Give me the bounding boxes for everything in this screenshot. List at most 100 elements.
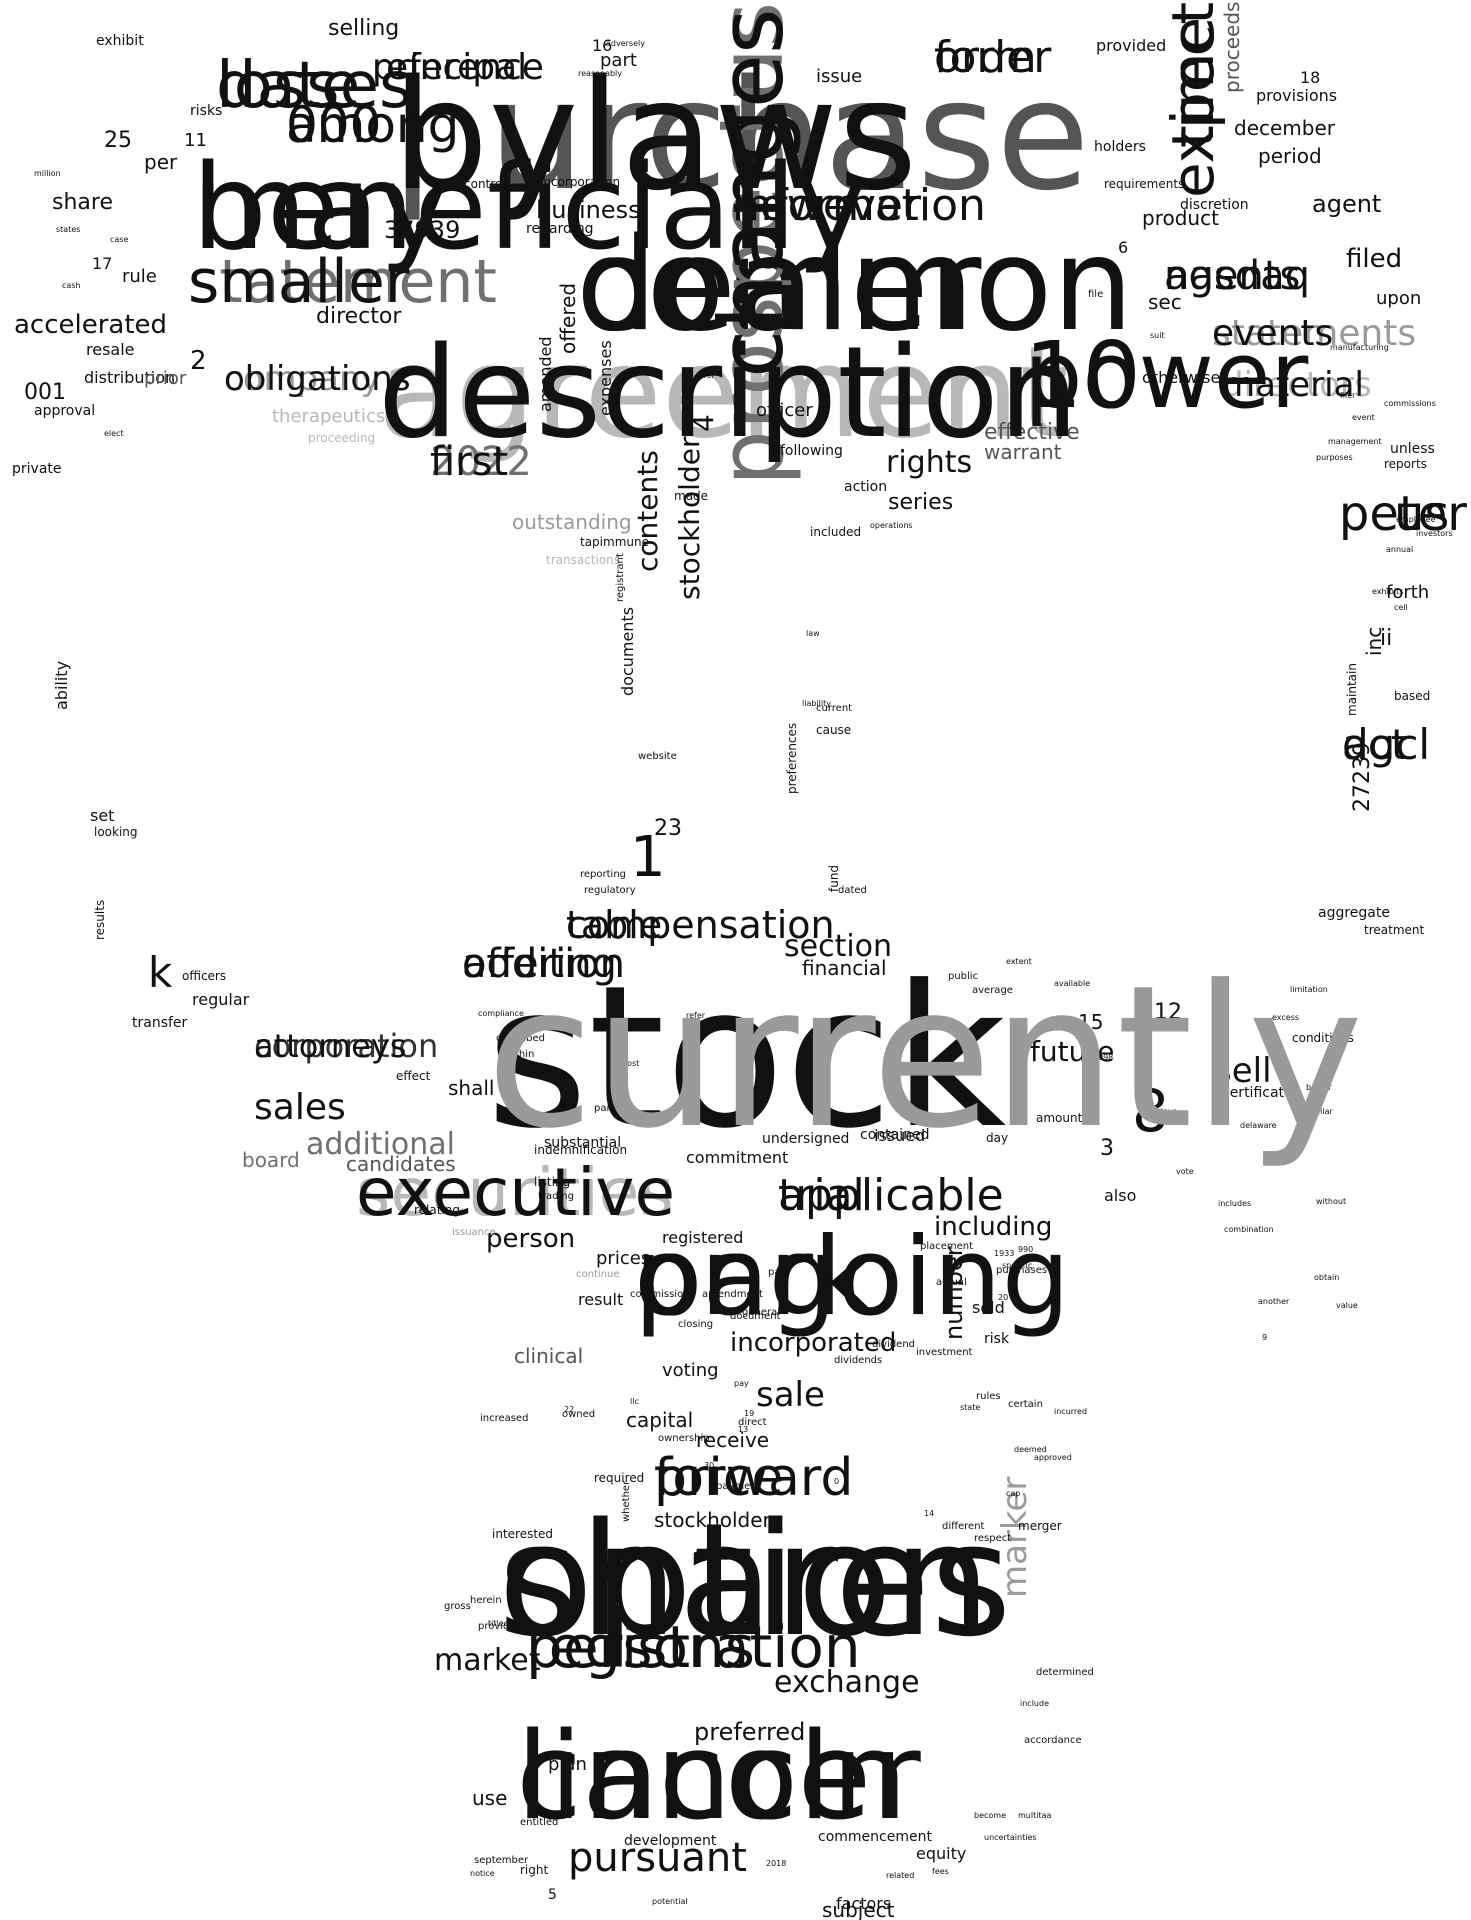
word: undersigned <box>762 1131 850 1147</box>
word: dgcl <box>1342 720 1431 769</box>
word: events <box>1212 313 1334 354</box>
word: principal <box>372 47 528 88</box>
word: 37939 <box>384 216 461 244</box>
word: pursuant <box>568 1835 747 1881</box>
word: broker <box>1306 1083 1332 1092</box>
word: k <box>148 948 173 997</box>
word: including <box>934 1212 1053 1242</box>
word: trial <box>778 1170 865 1221</box>
word: interested <box>492 1527 554 1541</box>
word: become <box>974 1811 1007 1820</box>
word: exhibit <box>96 33 144 49</box>
word: employee <box>1396 515 1436 524</box>
word: commissions <box>1384 399 1436 408</box>
word: gross <box>444 1601 471 1612</box>
word: factors <box>836 1894 892 1913</box>
word: sold <box>972 1298 1005 1317</box>
word: forth <box>1386 582 1430 603</box>
word: description <box>378 319 1079 466</box>
word: cash <box>62 281 81 290</box>
word: fees <box>932 1867 949 1876</box>
word: relating <box>414 1203 461 1217</box>
word: business <box>536 196 641 224</box>
word: clinical <box>514 1344 584 1368</box>
word: 9 <box>1262 1333 1268 1342</box>
word: sell <box>1214 1051 1272 1091</box>
word: excess <box>1272 1013 1300 1022</box>
word: ii <box>1380 626 1393 651</box>
word: 11 <box>184 130 207 151</box>
word: december <box>1234 116 1336 140</box>
word: pay <box>734 1379 749 1388</box>
word: shall <box>448 1076 495 1100</box>
word: series <box>888 490 954 515</box>
word: owned <box>562 1409 596 1420</box>
word: actual <box>936 1277 967 1288</box>
word: trading <box>538 1191 574 1202</box>
word: looking <box>94 825 138 839</box>
word: commitment <box>686 1148 789 1167</box>
word: case <box>110 235 129 244</box>
word: sales <box>254 1087 346 1128</box>
word: incorporated <box>730 1328 897 1358</box>
word: include <box>1020 1699 1049 1708</box>
word: 25 <box>104 128 132 153</box>
word: date <box>216 49 361 123</box>
word: contents <box>631 450 664 572</box>
word: 2 <box>190 346 207 376</box>
word: holders <box>1094 139 1146 155</box>
word: operations <box>870 521 913 530</box>
word: reference <box>372 47 544 88</box>
word: 8 <box>1132 1077 1169 1145</box>
word: another <box>1258 1297 1290 1306</box>
word: maintain <box>1345 663 1359 716</box>
word: 16 <box>592 36 613 55</box>
word: prior <box>144 368 187 389</box>
word: general <box>742 1307 781 1318</box>
word: product <box>1142 206 1219 230</box>
word: beneficially <box>192 138 867 276</box>
word: approval <box>34 403 96 419</box>
word: form <box>934 32 1037 83</box>
word: cap <box>1006 1489 1021 1498</box>
word: file <box>1088 289 1104 300</box>
word: potential <box>652 1897 688 1906</box>
word: result <box>578 1290 624 1309</box>
word: registrant <box>615 553 626 602</box>
word: following <box>780 443 843 459</box>
word: document <box>730 1311 781 1322</box>
word: warrant <box>984 440 1062 464</box>
word: offer <box>696 371 715 380</box>
word: ability <box>52 660 71 710</box>
word: different <box>942 1521 985 1532</box>
word: current <box>816 703 853 714</box>
word: set <box>90 806 115 825</box>
word: suit <box>1150 331 1165 340</box>
word: dividend <box>872 1339 916 1350</box>
word: attorneys <box>254 1027 407 1065</box>
word: documents <box>618 606 637 696</box>
word: multitaa <box>1018 1811 1052 1820</box>
word: use <box>472 1786 508 1810</box>
word: smaller <box>188 247 410 317</box>
word: substantial <box>544 1135 622 1151</box>
word: filer <box>1340 391 1356 400</box>
word: peter <box>1338 486 1467 542</box>
word: 3 <box>1100 1136 1114 1161</box>
word: voting <box>662 1360 719 1381</box>
word: subject <box>822 1898 895 1920</box>
word: officer <box>756 400 813 421</box>
word: listing <box>534 1175 571 1189</box>
word: terms <box>824 1277 853 1288</box>
word: investors <box>1416 529 1453 538</box>
word: table <box>566 903 663 947</box>
word: without <box>1316 1197 1347 1206</box>
word: dated <box>838 885 867 896</box>
word: deemed <box>1014 1445 1047 1454</box>
word: preferences <box>785 722 799 794</box>
word: indemnification <box>534 1143 628 1157</box>
word: management <box>1328 437 1382 446</box>
word: contained <box>860 1127 930 1143</box>
word: upon <box>1376 288 1422 309</box>
word: 990 <box>1018 1245 1034 1254</box>
